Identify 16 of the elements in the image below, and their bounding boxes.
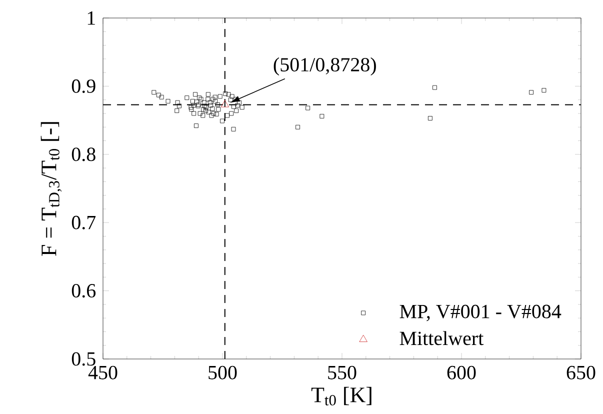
x-tick-label: 550: [328, 366, 356, 380]
y-tick-label: 0.9: [72, 79, 96, 93]
y-tick-label: 1: [88, 11, 95, 25]
y-tick-label: 0.5: [72, 352, 96, 366]
x-tick-label: 450: [88, 366, 118, 380]
legend-label: MP, V#001 - V#084: [400, 304, 562, 322]
y-tick-label: 0.8: [72, 148, 96, 162]
y-tick-label: 0.7: [72, 216, 96, 230]
annotation: (501/0,8728): [274, 57, 376, 76]
x-tick-label: 650: [566, 366, 596, 380]
x-tick-label: 600: [447, 366, 476, 380]
y-axis-title: F = T$_{tD,3}$/T$_{t0}$ [-]: [40, 122, 62, 256]
legend-label: Mittelwert: [400, 331, 484, 346]
y-tick-label: 0.6: [72, 284, 96, 298]
x-axis-title: T$_{t0}$ [K]: [311, 386, 372, 406]
x-tick-label: 500: [208, 366, 237, 380]
